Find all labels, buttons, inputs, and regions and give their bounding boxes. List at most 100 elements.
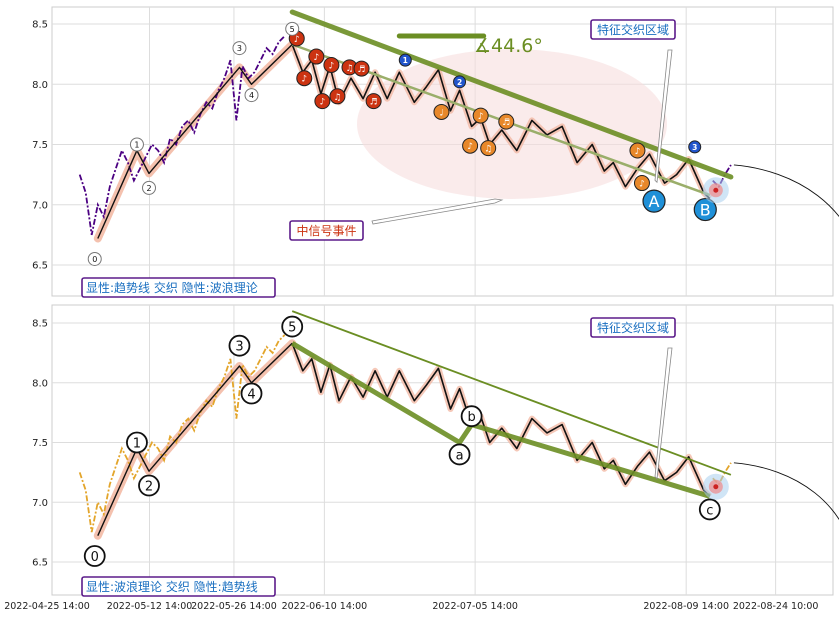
y-tick-label: 7.5 xyxy=(32,438,48,449)
zone-label: 特征交织区域 xyxy=(597,22,669,37)
event-marker xyxy=(629,142,646,159)
x-tick-label: 2022-05-12 14:00 xyxy=(107,601,193,612)
wave-marker-label: 5 xyxy=(288,321,296,336)
legend-box xyxy=(81,576,276,597)
y-tick-label: 7.0 xyxy=(32,498,48,509)
event-marker xyxy=(498,113,515,130)
panel-top: 6.5 7.0 7.5 8.0 8.5 ♪ ♪ ♪ ♪ ♪ ♫ ♫ ♬ ♬ ♩ ♪ ♪ ♫ ♬ ♪ ♪ 1 2 3 0 1 2 3 4 5… xyxy=(32,6,839,298)
series-wave-impulse xyxy=(97,43,293,239)
x-tick-label: 2022-08-24 10:00 xyxy=(733,601,819,612)
event-marker-label: 1 xyxy=(403,56,408,65)
event-marker xyxy=(353,60,370,77)
wave-marker xyxy=(232,41,247,56)
event-marker-label: 3 xyxy=(692,143,697,152)
wave-letter-label: A xyxy=(649,192,660,211)
event-marker xyxy=(323,56,340,73)
event-marker xyxy=(308,48,325,65)
forecast-arc xyxy=(733,164,839,218)
event-marker xyxy=(633,175,650,192)
event-marker-label: ♬ xyxy=(358,65,366,75)
wave-marker xyxy=(460,405,483,428)
wave-marker xyxy=(87,251,102,266)
wave-marker xyxy=(448,443,471,466)
wave-marker xyxy=(698,498,721,521)
event-marker-label: ♫ xyxy=(484,145,492,155)
wave-marker-label: 3 xyxy=(237,44,242,53)
zone-label: 特征交织区域 xyxy=(597,320,669,335)
signal-pointer xyxy=(371,198,504,225)
wave-marker xyxy=(126,431,148,454)
event-marker-label: ♪ xyxy=(294,35,300,45)
event-marker xyxy=(480,140,497,157)
event-marker-label: ♬ xyxy=(502,118,510,128)
x-tick-label: 2022-07-05 14:00 xyxy=(432,601,518,612)
event-marker-label: ♪ xyxy=(467,142,473,152)
wave-marker xyxy=(142,180,157,195)
signal-label-box xyxy=(289,220,364,241)
wave-marker xyxy=(244,88,259,103)
event-marker-label: ♪ xyxy=(635,147,641,157)
event-marker xyxy=(365,93,382,110)
event-marker-label: ♩ xyxy=(439,108,443,118)
wave-marker xyxy=(228,334,251,357)
wave-marker-label: 0 xyxy=(91,550,99,565)
series-price xyxy=(78,35,286,236)
glow-core xyxy=(713,187,719,193)
wave-marker-label: 4 xyxy=(249,91,254,100)
event-marker xyxy=(472,107,489,124)
x-tick-label: 2022-04-25 14:00 xyxy=(4,601,90,612)
x-tick-label: 2022-08-09 14:00 xyxy=(643,601,729,612)
wave-marker-label: c xyxy=(706,503,713,518)
event-marker-label: 2 xyxy=(457,78,462,87)
wave-marker-label: 3 xyxy=(235,340,243,355)
event-marker-label: ♬ xyxy=(370,98,378,108)
event-marker xyxy=(296,70,313,87)
wave-marker-label: 1 xyxy=(134,141,139,150)
event-marker-label: ♫ xyxy=(345,64,353,74)
y-tick-label: 6.5 xyxy=(32,558,48,569)
wave-marker-label: 2 xyxy=(146,184,151,193)
wave-marker xyxy=(281,315,304,338)
wave-marker-label: 4 xyxy=(247,388,255,403)
forecast-arc xyxy=(733,462,839,521)
zone-pointer xyxy=(654,49,673,184)
y-tick-label: 8.0 xyxy=(32,80,48,91)
y-tick-label: 6.5 xyxy=(32,261,48,272)
event-marker-label: ♫ xyxy=(333,93,341,103)
wave-marker-label: 5 xyxy=(290,25,295,34)
x-tick-label: 2022-05-26 14:00 xyxy=(191,601,277,612)
event-marker xyxy=(329,88,346,105)
zone-label-box xyxy=(590,317,676,338)
y-tick-label: 7.0 xyxy=(32,200,48,211)
wave-marker xyxy=(285,21,300,36)
wave-marker xyxy=(129,137,144,152)
wave-marker xyxy=(83,545,106,567)
event-marker xyxy=(453,75,467,89)
legend-box xyxy=(81,277,276,298)
angle-label: ∡44.6° xyxy=(474,35,543,57)
x-tick-label: 2022-06-10 14:00 xyxy=(282,601,368,612)
zone-label-box xyxy=(590,19,676,40)
plot-area xyxy=(51,304,834,596)
wave-marker-label: 1 xyxy=(133,437,141,452)
event-marker-label: ♪ xyxy=(478,112,484,122)
wave-marker xyxy=(240,382,263,405)
event-marker xyxy=(688,140,702,154)
legend-label: 显性:趋势线 交织 隐性:波浪理论 xyxy=(86,280,258,295)
event-marker-label: ♪ xyxy=(639,180,645,190)
panel-bottom: 6.5 7.0 7.5 8.0 8.5 2022-04-25 14:00 2022-05-1… xyxy=(4,304,839,612)
wave-marker xyxy=(138,474,160,497)
wave-marker-label: 2 xyxy=(145,480,153,495)
zone-pointer xyxy=(654,347,673,480)
wave-letter-marker xyxy=(642,189,666,213)
glow-core xyxy=(713,484,719,490)
wave-letter-label: B xyxy=(700,201,711,220)
event-marker xyxy=(462,137,479,154)
wave-marker-label: a xyxy=(456,448,464,463)
series-wave xyxy=(291,44,711,200)
event-marker xyxy=(433,103,450,120)
event-marker-label: ♪ xyxy=(313,53,319,63)
series-wave-abc xyxy=(290,341,711,499)
event-marker xyxy=(314,93,331,110)
